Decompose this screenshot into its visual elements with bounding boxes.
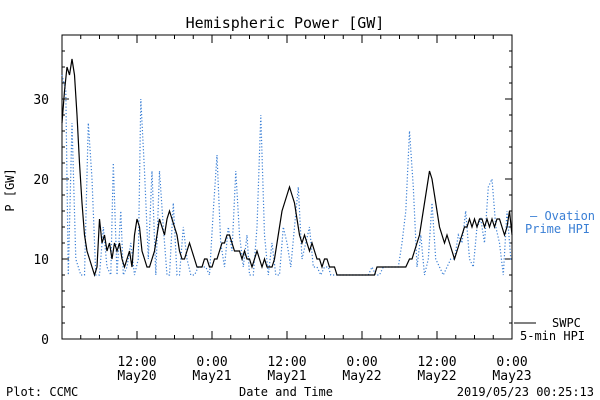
- plot-border: [61, 34, 513, 340]
- x-tick-time-label: 12:00: [417, 355, 456, 370]
- y-tick-label: 10: [33, 253, 49, 268]
- x-tick-date-label: May22: [417, 369, 456, 384]
- y-tick-label: 0: [41, 333, 49, 348]
- x-tick-date-label: May21: [192, 369, 231, 384]
- y-axis-label: P [GW]: [3, 168, 17, 211]
- legend-swpc-line1: SWPC: [552, 316, 581, 330]
- y-tick-label: 30: [33, 93, 49, 108]
- ovation-series-line: [61, 74, 512, 277]
- footer-plot-credit: Plot: CCMC: [6, 385, 78, 399]
- legend-ovation-line1: — Ovation: [530, 209, 595, 223]
- chart-title: Hemispheric Power [GW]: [186, 14, 385, 32]
- x-tick-time-label: 12:00: [267, 355, 306, 370]
- legend-swpc-line2: 5-min HPI: [520, 329, 585, 343]
- y-tick-label: 20: [33, 173, 49, 188]
- x-tick-time-label: 0:00: [346, 355, 377, 370]
- x-tick-date-label: May22: [342, 369, 381, 384]
- legend-ovation-line2: Prime HPI: [525, 222, 590, 236]
- y-axis-ticks: 0 10 20 30: [33, 50, 512, 348]
- footer-timestamp: 2019/05/23 00:25:13: [457, 385, 594, 399]
- swpc-series-line: [61, 58, 513, 278]
- x-tick-date-label: May23: [492, 369, 531, 384]
- series-layer: [61, 58, 513, 278]
- x-tick-time-label: 12:00: [117, 355, 156, 370]
- plot-frame: [61, 34, 513, 340]
- x-axis-label: Date and Time: [239, 385, 333, 399]
- x-tick-date-label: May20: [117, 369, 156, 384]
- x-tick-time-label: 0:00: [496, 355, 527, 370]
- x-axis-ticks: 12:00May200:00May2112:00May210:00May2212…: [80, 35, 532, 384]
- x-tick-date-label: May21: [267, 369, 306, 384]
- x-tick-time-label: 0:00: [196, 355, 227, 370]
